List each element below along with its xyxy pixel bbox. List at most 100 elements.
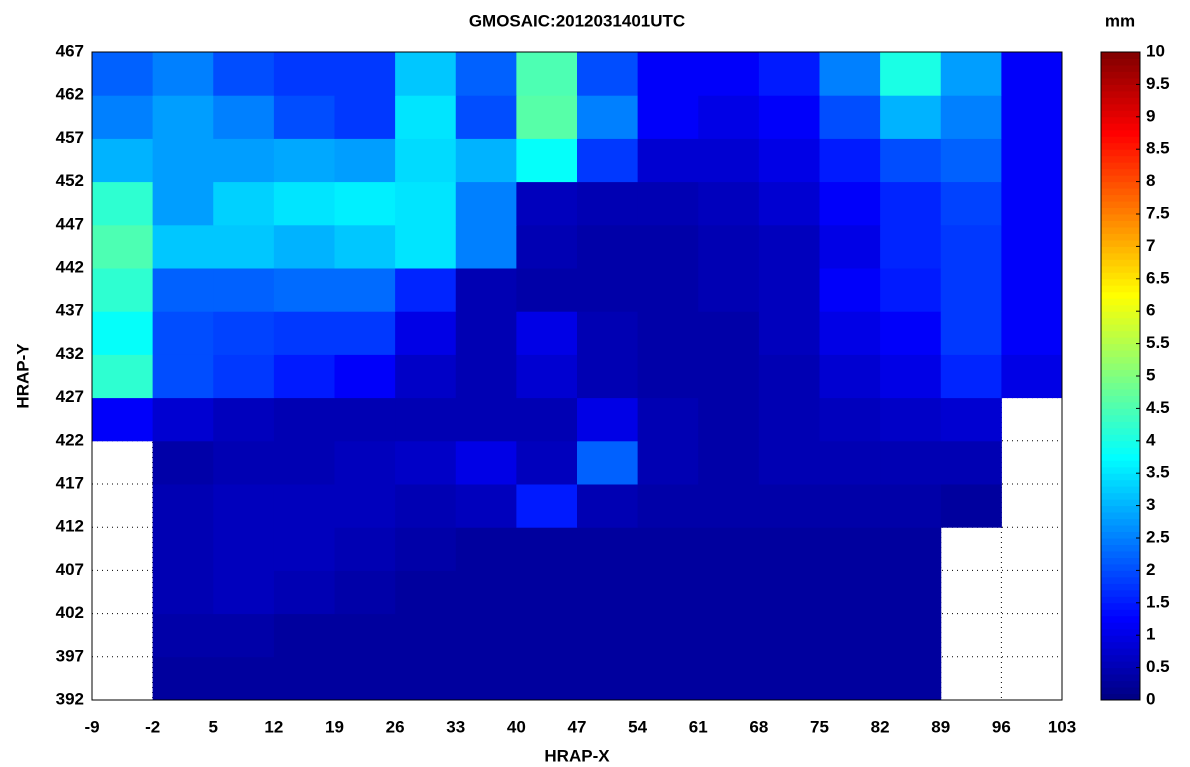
heat-cell — [273, 656, 335, 701]
heat-cell — [637, 613, 699, 658]
heat-cell — [1001, 268, 1063, 312]
x-tick-label: 103 — [1048, 717, 1076, 736]
heat-cell — [152, 311, 214, 355]
colorbar-swatch — [1101, 427, 1140, 435]
heat-cell — [395, 268, 457, 312]
heat-cell — [516, 484, 578, 528]
colorbar-swatch — [1101, 194, 1140, 202]
x-tick-label: -2 — [145, 717, 160, 736]
heat-cell — [758, 354, 820, 399]
heat-cell — [273, 95, 335, 139]
colorbar-tick-label: 7 — [1146, 236, 1155, 255]
heat-cell — [577, 52, 639, 96]
heat-cell — [273, 311, 335, 355]
heat-cell — [152, 138, 214, 183]
colorbar-swatch — [1101, 589, 1140, 597]
heat-cell — [395, 484, 457, 528]
y-tick-label: 432 — [56, 344, 84, 363]
heat-cell — [213, 613, 275, 658]
colorbar-swatch — [1101, 376, 1140, 383]
heat-cell — [637, 484, 699, 528]
heat-cell — [880, 181, 942, 226]
heat-cell — [819, 311, 881, 355]
heat-cell — [819, 52, 881, 96]
heat-cell — [334, 181, 396, 226]
heat-cell — [213, 570, 275, 615]
heat-cell — [698, 397, 760, 442]
x-tick-label: 33 — [446, 717, 465, 736]
heat-cell — [92, 224, 154, 269]
colorbar-tick-label: 6.5 — [1146, 268, 1170, 287]
heat-cell — [698, 52, 760, 96]
heat-cell — [334, 268, 396, 312]
colorbar-swatch — [1101, 576, 1140, 584]
heat-cell — [758, 570, 820, 615]
heat-cell — [455, 613, 517, 658]
colorbar-swatch — [1101, 563, 1140, 571]
colorbar-tick-label: 4.5 — [1146, 398, 1170, 417]
colorbar-tick-label: 3 — [1146, 495, 1155, 514]
heat-cell — [577, 268, 639, 312]
heat-cell — [577, 397, 639, 442]
heat-cell — [92, 181, 154, 226]
colorbar-swatch — [1101, 466, 1140, 474]
heat-cell — [637, 181, 699, 226]
colorbar-swatch — [1101, 667, 1140, 675]
heat-cell — [455, 95, 517, 139]
heat-cell — [152, 397, 214, 442]
colorbar-swatch — [1101, 538, 1140, 545]
heat-cell — [819, 268, 881, 312]
colorbar-swatch — [1101, 499, 1140, 507]
heat-cell — [758, 138, 820, 183]
colorbar-tick-label: 8 — [1146, 171, 1155, 190]
heat-cell — [758, 95, 820, 139]
colorbar-swatch — [1101, 628, 1140, 636]
colorbar-swatch — [1101, 505, 1140, 513]
y-tick-label: 397 — [56, 646, 84, 665]
colorbar-swatch — [1101, 304, 1140, 312]
colorbar-swatch — [1101, 324, 1140, 332]
colorbar-swatch — [1101, 181, 1140, 189]
heat-cell — [577, 95, 639, 139]
chart-title: GMOSAIC:2012031401UTC — [469, 11, 685, 30]
colorbar-swatch — [1101, 343, 1140, 351]
heat-cell — [880, 138, 942, 183]
colorbar-swatch — [1101, 317, 1140, 325]
heat-cell — [152, 224, 214, 269]
colorbar-tick-label: 3.5 — [1146, 463, 1170, 482]
colorbar-swatch — [1101, 207, 1140, 215]
colorbar-swatch — [1101, 330, 1140, 338]
heat-cell — [273, 397, 335, 442]
heat-cell — [880, 440, 942, 485]
colorbar-swatch — [1101, 103, 1140, 111]
heat-cell — [880, 354, 942, 399]
heat-cell — [395, 181, 457, 226]
heat-cell — [395, 656, 457, 701]
heat-cell — [819, 570, 881, 615]
y-tick-label: 462 — [56, 85, 84, 104]
heat-cell — [516, 268, 578, 312]
heat-cell — [940, 52, 1002, 96]
colorbar-tick-label: 10 — [1146, 41, 1165, 60]
colorbar-swatch — [1101, 201, 1140, 209]
y-tick-label: 422 — [56, 430, 84, 449]
heat-cell — [455, 527, 517, 571]
heat-cell — [455, 440, 517, 485]
colorbar-swatch — [1101, 388, 1140, 396]
heat-cell — [152, 527, 214, 571]
heat-cell — [940, 311, 1002, 355]
heat-cell — [880, 311, 942, 355]
y-tick-label: 412 — [56, 517, 84, 536]
y-tick-label: 457 — [56, 128, 84, 147]
heat-cell — [516, 181, 578, 226]
heat-cell — [395, 440, 457, 485]
colorbar-swatch — [1101, 175, 1140, 183]
heat-cell — [334, 440, 396, 485]
colorbar-swatch — [1101, 149, 1140, 157]
x-tick-label: 82 — [871, 717, 890, 736]
colorbar-swatch — [1101, 278, 1140, 286]
colorbar-tick-label: 4 — [1146, 430, 1156, 449]
colorbar-swatch — [1101, 110, 1140, 118]
colorbar-swatch — [1101, 162, 1140, 170]
heat-cell — [92, 354, 154, 399]
